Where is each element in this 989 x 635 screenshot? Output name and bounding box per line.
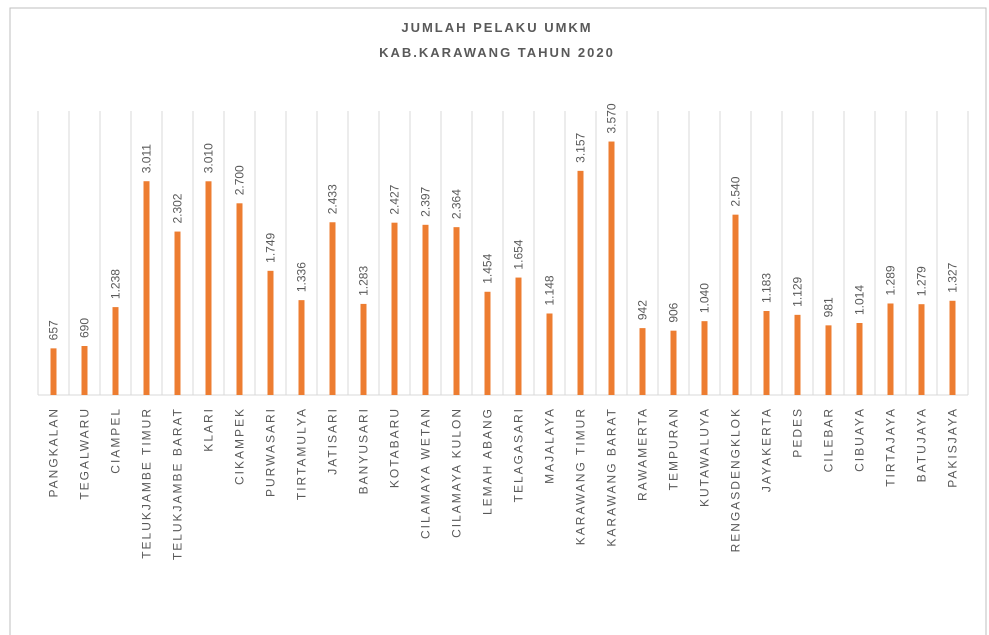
bar: [484, 291, 491, 395]
bar: [236, 203, 243, 395]
x-tick-label: CIAMPEL: [109, 407, 123, 474]
x-tick-label: PANGKALAN: [47, 407, 61, 497]
x-tick-label: TELUKJAMBE BARAT: [171, 407, 185, 560]
bar: [825, 325, 832, 395]
data-label: 2.302: [171, 193, 185, 223]
data-label: 2.427: [388, 184, 402, 214]
x-tick-label: TEMPURAN: [667, 407, 681, 490]
x-tick-label: KUTAWALUYA: [698, 407, 712, 507]
x-tick-label: PURWASARI: [264, 407, 278, 497]
bar: [112, 307, 119, 395]
bar: [174, 231, 181, 395]
bar: [949, 300, 956, 395]
bar: [887, 303, 894, 395]
bar: [81, 346, 88, 395]
x-tick-label: CIKAMPEK: [233, 407, 247, 485]
data-label: 657: [47, 320, 61, 340]
x-tick-label: PEDES: [791, 407, 805, 458]
x-tick-label: CILAMAYA WETAN: [419, 407, 433, 539]
bar: [515, 277, 522, 395]
chart-title: JUMLAH PELAKU UMKM: [401, 20, 592, 35]
data-label: 942: [636, 300, 650, 320]
bar: [143, 181, 150, 395]
data-label: 3.011: [140, 144, 154, 173]
data-label: 1.183: [760, 273, 774, 303]
data-label: 690: [78, 318, 92, 338]
data-label: 1.129: [791, 276, 805, 306]
x-tick-label: CILAMAYA KULON: [450, 407, 464, 538]
data-label: 1.654: [512, 239, 526, 269]
bar: [763, 311, 770, 395]
bar: [391, 222, 398, 395]
bar: [639, 328, 646, 395]
data-label: 1.238: [109, 269, 123, 299]
bar: [267, 270, 274, 395]
data-label: 2.433: [326, 184, 340, 214]
x-tick-label: RAWAMERTA: [636, 407, 650, 501]
x-tick-label: BATUJAYA: [915, 407, 929, 482]
data-label: 2.700: [233, 165, 247, 195]
bar: [608, 141, 615, 395]
bar: [670, 330, 677, 395]
bar: [360, 303, 367, 395]
data-label: 1.014: [853, 285, 867, 315]
data-label: 2.397: [419, 186, 433, 216]
x-tick-label: KARAWANG BARAT: [605, 407, 619, 547]
x-tick-label: KARAWANG TIMUR: [574, 407, 588, 545]
chart-border: [9, 7, 987, 635]
bar: [577, 170, 584, 395]
data-label: 981: [822, 297, 836, 317]
x-tick-label: KLARI: [202, 407, 216, 452]
x-tick-label: TIRTAJAYA: [884, 407, 898, 487]
bar: [205, 181, 212, 395]
x-tick-label: TEGALWARU: [78, 407, 92, 500]
bar: [918, 304, 925, 395]
data-label: 2.364: [450, 189, 464, 219]
data-label: 906: [667, 302, 681, 322]
data-label: 1.454: [481, 253, 495, 283]
x-tick-label: KOTABARU: [388, 407, 402, 488]
x-tick-label: JAYAKERTA: [760, 407, 774, 492]
data-label: 1.283: [357, 266, 371, 296]
bar: [453, 227, 460, 395]
data-label: 3.010: [202, 143, 216, 173]
x-tick-label: RENGASDENGKLOK: [729, 407, 743, 552]
bar: [50, 348, 57, 395]
data-label: 1.336: [295, 262, 309, 292]
bar: [546, 313, 553, 395]
bar: [298, 300, 305, 395]
bar: [701, 321, 708, 395]
x-tick-label: CIBUAYA: [853, 407, 867, 472]
x-tick-label: BANYUSARI: [357, 407, 371, 494]
x-tick-label: TELAGASARI: [512, 407, 526, 502]
bar: [794, 314, 801, 395]
data-label: 1.327: [946, 262, 960, 292]
chart-subtitle: KAB.KARAWANG TAHUN 2020: [379, 45, 615, 60]
x-tick-label: LEMAH ABANG: [481, 407, 495, 515]
x-tick-label: CILEBAR: [822, 407, 836, 472]
data-label: 1.148: [543, 275, 557, 305]
data-label: 3.157: [574, 132, 588, 162]
data-label: 2.540: [729, 176, 743, 206]
x-tick-label: MAJALAYA: [543, 407, 557, 484]
x-tick-label: PAKISJAYA: [946, 407, 960, 488]
data-label: 3.570: [605, 103, 619, 133]
x-tick-label: TELUKJAMBE TIMUR: [140, 407, 154, 559]
bar: [422, 224, 429, 395]
x-tick-label: JATISARI: [326, 407, 340, 475]
x-tick-label: TIRTAMULYA: [295, 407, 309, 500]
data-label: 1.279: [915, 266, 929, 296]
bar: [856, 323, 863, 395]
bar: [329, 222, 336, 395]
bar: [732, 214, 739, 395]
data-label: 1.749: [264, 232, 278, 262]
data-label: 1.289: [884, 265, 898, 295]
data-label: 1.040: [698, 283, 712, 313]
